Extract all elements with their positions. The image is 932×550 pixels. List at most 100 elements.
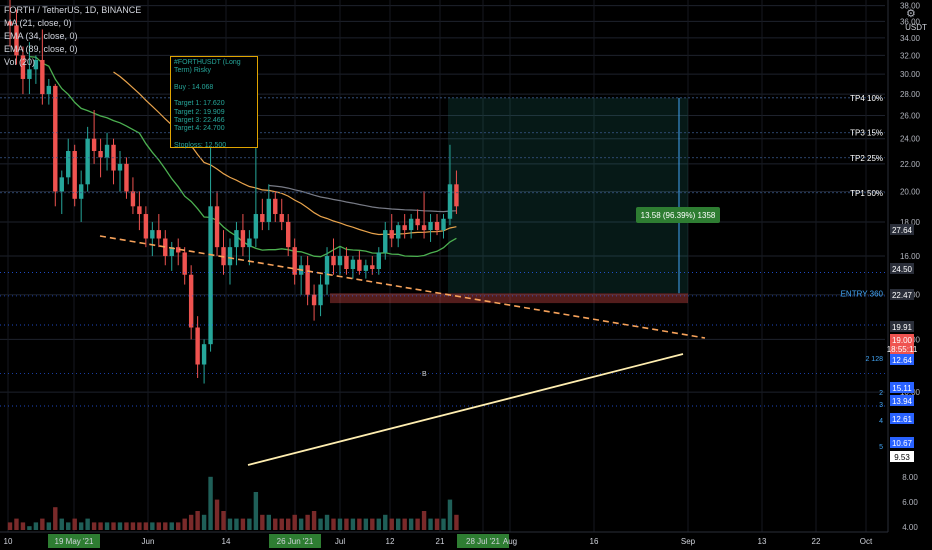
- x-tick-label: 13: [758, 537, 767, 546]
- price-label-bg: [890, 289, 914, 300]
- x-tick-highlight: [48, 534, 100, 548]
- candle-body: [260, 214, 265, 222]
- candle-body: [396, 225, 401, 239]
- volume-bar: [311, 511, 317, 530]
- candle-body: [434, 221, 440, 231]
- x-tick-label: 22: [812, 537, 821, 546]
- volume-bar: [72, 518, 77, 530]
- volume-bar: [305, 514, 310, 530]
- gear-icon[interactable]: ⚙: [906, 8, 916, 20]
- level-label: ENTRY 360: [841, 289, 884, 298]
- candle-body: [363, 265, 369, 271]
- volume-bar: [195, 511, 200, 530]
- volume-bar: [124, 522, 129, 530]
- candle-body: [117, 163, 123, 171]
- candle-body: [20, 55, 26, 79]
- candle-body: [273, 198, 278, 215]
- candle-body: [408, 218, 414, 231]
- candle-body: [324, 256, 330, 285]
- volume-bar: [421, 511, 427, 530]
- candle-body: [188, 274, 194, 328]
- volume-bar: [40, 518, 45, 530]
- volume-bar: [53, 507, 58, 530]
- candle-body: [163, 238, 168, 257]
- volume-indicator-label[interactable]: Vol (20): [4, 57, 36, 67]
- info-stoploss: Stoploss: 12.500: [174, 141, 227, 149]
- info-title-2: Term) Risky: [174, 67, 211, 75]
- volume-bar: [59, 518, 64, 530]
- price-label: 19.00: [892, 336, 913, 345]
- price-label-bg: [890, 321, 914, 332]
- volume-bar: [396, 518, 401, 530]
- candle-body: [98, 151, 103, 158]
- candle-body: [337, 256, 343, 266]
- candle-body: [311, 294, 317, 306]
- price-label-bg: [890, 343, 914, 354]
- ema34-indicator-label[interactable]: EMA (34, close, 0): [4, 31, 78, 41]
- candle-body: [383, 230, 388, 253]
- level-label: TP2 25%: [850, 154, 883, 163]
- volume-bar: [104, 522, 110, 530]
- volume-bar: [85, 518, 90, 530]
- volume-bar: [389, 518, 394, 530]
- candle-body: [176, 247, 181, 253]
- candle-body: [208, 206, 213, 345]
- volume-bar: [240, 518, 246, 530]
- volume-bar: [234, 518, 239, 530]
- price-label: 22.47: [892, 291, 913, 300]
- price-label: 13.94: [892, 397, 913, 406]
- candle-body: [441, 218, 446, 231]
- volume-bar: [27, 526, 32, 530]
- candle-body: [59, 177, 64, 192]
- measure-label-bg: [636, 207, 720, 223]
- volume-bar: [78, 522, 84, 530]
- x-tick-label: 26 Jun '21: [277, 537, 314, 546]
- ma-indicator-label[interactable]: MA (21, close, 0): [4, 18, 72, 28]
- price-label: 19.91: [892, 323, 913, 332]
- candle-body: [370, 265, 375, 270]
- volume-bar: [208, 476, 213, 530]
- candle-body: [78, 184, 84, 199]
- candle-body: [279, 214, 284, 222]
- candle-body: [201, 344, 207, 365]
- x-tick-label: 28 Jul '21: [466, 537, 501, 546]
- candle-body: [33, 59, 39, 70]
- volume-bar: [201, 514, 207, 530]
- volume-bar: [434, 518, 440, 530]
- trade-info-box[interactable]: #FORTHUSDT (Long Term) Risky Buy : 14.06…: [170, 56, 258, 149]
- price-label: 12.64: [892, 356, 913, 365]
- volume-bar: [221, 511, 226, 530]
- volume-bar: [331, 518, 336, 530]
- candle-body: [137, 206, 142, 215]
- symbol-title[interactable]: FORTH / TetherUS, 1D, BINANCE: [4, 5, 142, 15]
- level-label: TP1 50%: [850, 189, 883, 198]
- volume-bar: [350, 518, 356, 530]
- volume-bar: [402, 518, 407, 530]
- candle-body: [234, 230, 239, 248]
- volume-bar: [91, 522, 97, 530]
- x-tick-label: Jun: [142, 537, 155, 546]
- volume-bar: [260, 514, 265, 530]
- volume-bar: [214, 499, 220, 530]
- y-tick-label: 8.00: [902, 473, 918, 482]
- x-tick-label: 10: [4, 537, 13, 546]
- measure-label: 13.58 (96.39%) 1358: [641, 211, 716, 220]
- price-label-bg: [890, 354, 914, 365]
- profit-zone: [448, 97, 688, 294]
- candle-body: [124, 163, 129, 192]
- y-tick-label: 24.00: [900, 135, 921, 144]
- candle-body: [130, 191, 136, 207]
- volume-bar: [33, 522, 39, 530]
- volume-bar: [227, 518, 233, 530]
- grid: [0, 0, 885, 532]
- candle-body: [27, 69, 32, 79]
- candle-body: [85, 138, 90, 185]
- candle-body: [150, 230, 155, 239]
- price-label-bg: [890, 224, 914, 235]
- candle-body: [195, 327, 200, 365]
- volume-bar: [441, 518, 446, 530]
- ema89-indicator-label[interactable]: EMA (89, close, 0): [4, 44, 78, 54]
- volume-bar: [117, 522, 123, 530]
- volume-bar: [98, 522, 103, 530]
